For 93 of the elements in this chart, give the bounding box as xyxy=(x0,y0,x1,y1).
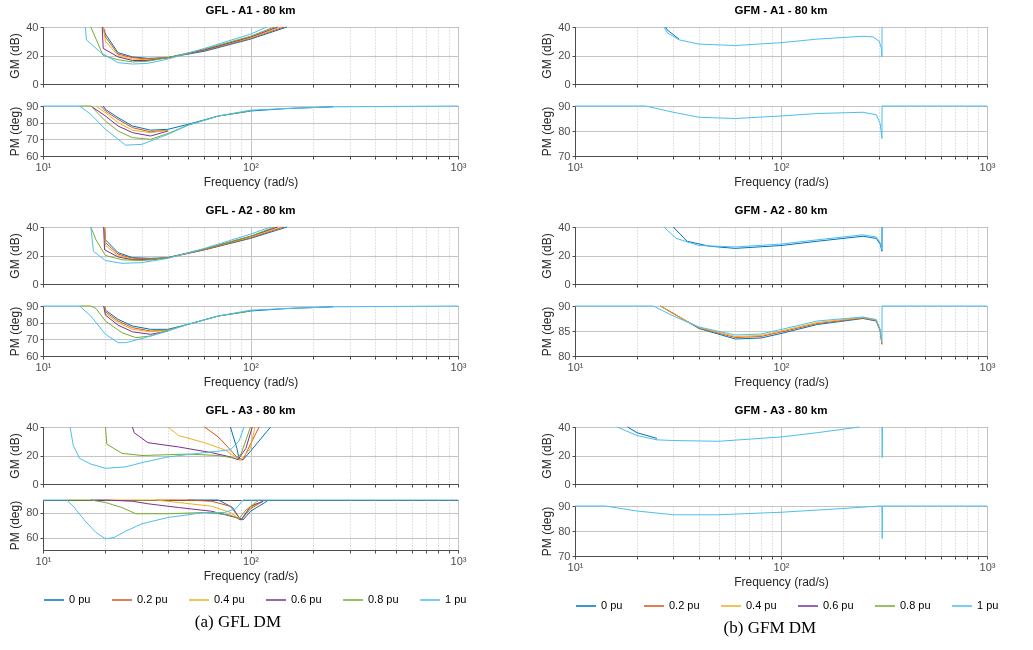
y-axis-title: PM (deg) xyxy=(8,106,23,157)
legend-label: 0.2 pu xyxy=(137,593,168,605)
x-tick-label: 10³ xyxy=(979,160,996,173)
y-axis-title: PM (deg) xyxy=(540,506,555,557)
legend-label: 0.4 pu xyxy=(214,593,245,605)
y-tick-label: 40 xyxy=(558,420,571,433)
y-tick-label: 40 xyxy=(558,220,571,233)
x-tick-label: 10³ xyxy=(450,160,467,173)
y-axis-title: PM (deg) xyxy=(8,306,23,357)
chart-title: GFM - A2 - 80 km xyxy=(734,203,828,216)
legend-label: 0.2 pu xyxy=(669,599,700,611)
y-axis-title: GM (dB) xyxy=(540,33,555,79)
x-tick-label: 10¹ xyxy=(35,160,52,173)
y-tick-label: 20 xyxy=(558,249,571,261)
y-tick-label: 0 xyxy=(564,77,571,90)
y-tick-label: 80 xyxy=(558,349,571,362)
y-tick-label: 80 xyxy=(26,316,39,329)
y-tick-label: 40 xyxy=(26,220,39,233)
legend-label: 0 pu xyxy=(601,599,623,611)
x-axis-title: Frequency (rad/s) xyxy=(734,174,829,189)
legend-label: 0.8 pu xyxy=(900,599,931,611)
y-tick-label: 80 xyxy=(558,524,571,537)
x-tick-label: 10³ xyxy=(979,560,996,573)
legend-label: 0.6 pu xyxy=(291,593,322,605)
x-tick-label: 10³ xyxy=(450,360,467,373)
x-tick-label: 10¹ xyxy=(35,554,52,567)
y-tick-label: 80 xyxy=(26,116,39,129)
chart-title: GFL - A1 - 80 km xyxy=(205,3,296,16)
x-tick-label: 10³ xyxy=(979,360,996,373)
y-tick-label: 80 xyxy=(558,124,571,137)
y-tick-label: 70 xyxy=(558,549,571,562)
y-axis-title: PM (deg) xyxy=(540,106,555,157)
y-tick-label: 40 xyxy=(26,420,39,433)
y-tick-label: 40 xyxy=(26,20,39,33)
y-tick-label: 0 xyxy=(564,477,571,490)
x-axis-title: Frequency (rad/s) xyxy=(734,374,829,389)
y-tick-label: 70 xyxy=(26,132,39,145)
x-axis-title: Frequency (rad/s) xyxy=(203,374,299,389)
y-axis-title: GM (dB) xyxy=(540,233,555,279)
chart-title: GFM - A1 - 80 km xyxy=(734,3,828,16)
legend-label: 0.4 pu xyxy=(746,599,777,611)
y-axis-title: PM (deg) xyxy=(8,500,23,551)
y-tick-label: 90 xyxy=(26,99,39,112)
y-tick-label: 60 xyxy=(26,531,39,543)
y-tick-label: 90 xyxy=(558,299,571,312)
x-tick-label: 10¹ xyxy=(567,160,584,173)
x-tick-label: 10³ xyxy=(450,554,467,567)
y-tick-label: 20 xyxy=(26,49,39,61)
y-tick-label: 60 xyxy=(26,349,39,362)
x-tick-label: 10² xyxy=(243,360,260,373)
y-tick-label: 20 xyxy=(26,249,39,261)
x-tick-label: 10² xyxy=(243,160,260,173)
legend-label: 0.6 pu xyxy=(823,599,854,611)
x-axis-title: Frequency (rad/s) xyxy=(203,568,299,583)
x-tick-label: 10¹ xyxy=(35,360,52,373)
legend-label: 1 pu xyxy=(977,599,999,611)
y-tick-label: 85 xyxy=(558,324,571,337)
y-tick-label: 70 xyxy=(26,332,39,345)
y-tick-label: 0 xyxy=(32,277,39,290)
x-tick-label: 10² xyxy=(773,560,790,573)
y-tick-label: 0 xyxy=(564,277,571,290)
y-tick-label: 80 xyxy=(26,506,39,518)
x-tick-label: 10² xyxy=(243,554,260,567)
text: (b) GFM DM xyxy=(723,617,817,637)
legend-label: 1 pu xyxy=(445,593,467,605)
y-axis-title: GM (dB) xyxy=(8,33,23,79)
y-tick-label: 20 xyxy=(26,449,39,461)
chart-title: GFL - A3 - 80 km xyxy=(205,403,296,416)
y-tick-label: 70 xyxy=(558,149,571,162)
y-tick-label: 60 xyxy=(26,149,39,162)
y-tick-label: 40 xyxy=(558,20,571,33)
y-tick-label: 0 xyxy=(32,77,39,90)
y-tick-label: 20 xyxy=(558,49,571,61)
y-tick-label: 20 xyxy=(558,449,571,461)
y-axis-title: GM (dB) xyxy=(8,433,23,479)
x-axis-title: Frequency (rad/s) xyxy=(203,174,299,189)
y-tick-label: 90 xyxy=(558,99,571,112)
y-axis-title: GM (dB) xyxy=(8,233,23,279)
y-tick-label: 90 xyxy=(558,499,571,512)
y-tick-label: 0 xyxy=(32,477,39,490)
chart-title: GFM - A3 - 80 km xyxy=(734,403,828,416)
x-tick-label: 10¹ xyxy=(567,360,584,373)
legend-label: 0 pu xyxy=(69,593,91,605)
text: (a) GFL DM xyxy=(194,611,282,631)
y-axis-title: GM (dB) xyxy=(540,433,555,479)
y-tick-label: 90 xyxy=(26,299,39,312)
x-tick-label: 10¹ xyxy=(567,560,584,573)
x-axis-title: Frequency (rad/s) xyxy=(734,574,829,589)
y-axis-title: PM (deg) xyxy=(540,306,555,357)
x-tick-label: 10² xyxy=(773,360,790,373)
x-tick-label: 10² xyxy=(773,160,790,173)
chart-title: GFL - A2 - 80 km xyxy=(205,203,296,216)
legend-label: 0.8 pu xyxy=(368,593,399,605)
